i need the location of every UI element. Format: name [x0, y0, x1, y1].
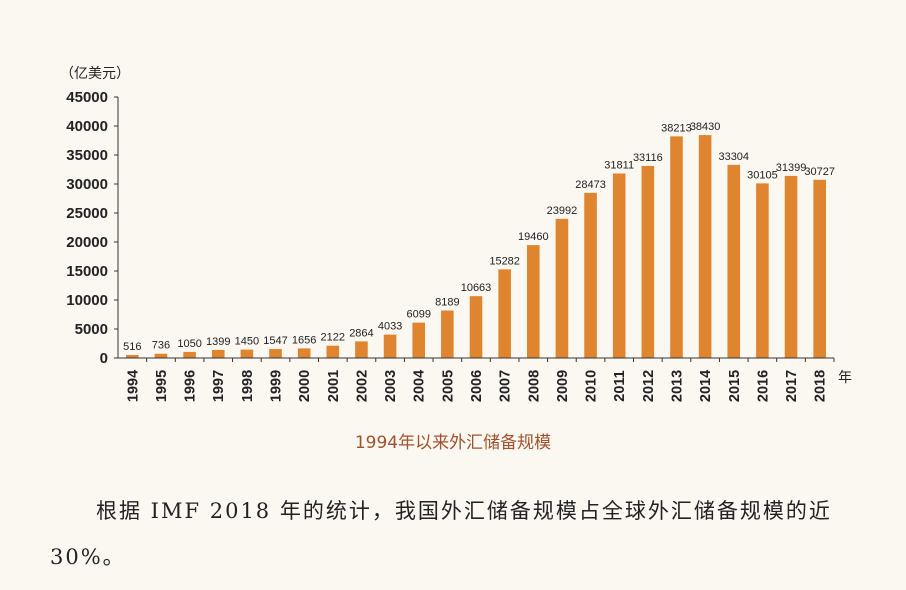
x-tick-label-2009: 2009: [555, 370, 571, 402]
x-axis-unit-label: 年: [838, 370, 852, 386]
bar-1995: [154, 353, 168, 358]
data-label-1994: 516: [123, 341, 141, 353]
x-tick-label-2010: 2010: [584, 370, 600, 402]
bar-2013: [670, 136, 683, 358]
x-tick-label-1996: 1996: [183, 370, 199, 402]
bar-chart: （亿美元） 0 5000 10000 15000 20000 25000 30000 3500…: [60, 66, 852, 402]
bar-2012: [641, 165, 655, 358]
x-tick-label-2006: 2006: [469, 370, 485, 402]
y-tick-label: 5000: [75, 321, 108, 338]
data-labels: 516 736 1050 1399 1450 1547 1656 2122 2864 4033 60…: [123, 121, 835, 353]
x-tick-label-2000: 2000: [297, 370, 313, 402]
data-label-2005: 8189: [435, 297, 459, 309]
data-label-2011: 31811: [604, 159, 634, 171]
data-label-2001: 2122: [321, 332, 345, 344]
data-label-2002: 2864: [349, 327, 373, 339]
x-tick-label-2001: 2001: [326, 370, 342, 402]
x-tick-label-1997: 1997: [211, 370, 227, 402]
bar-2000: [297, 348, 311, 358]
bars: [126, 135, 826, 358]
bar-2014: [698, 135, 712, 358]
data-label-1995: 736: [152, 340, 170, 352]
x-tick-label-1995: 1995: [154, 370, 170, 402]
bar-2015: [727, 164, 741, 358]
data-label-2013: 38213: [661, 122, 692, 134]
x-tick-label-2003: 2003: [383, 370, 399, 402]
bar-2001: [326, 345, 340, 358]
x-tick-label-2011: 2011: [612, 370, 628, 401]
data-label-2003: 4033: [378, 321, 402, 333]
x-tick-label-2013: 2013: [669, 370, 685, 402]
y-tick-label: 10000: [66, 292, 108, 309]
data-label-2008: 19460: [518, 231, 549, 243]
x-tick-label-2018: 2018: [813, 370, 829, 402]
y-tick-label: 30000: [66, 176, 108, 193]
data-label-2004: 6099: [406, 309, 430, 321]
x-axis-ticks: 1994 1995 1996 1997 1998 1999 2000 2001 2002 2003…: [125, 358, 835, 402]
y-tick-label: 45000: [66, 89, 108, 106]
data-label-1996: 1050: [177, 338, 201, 350]
x-tick-label-2005: 2005: [440, 370, 456, 402]
body-paragraph: 根据 IMF 2018 年的统计，我国外汇储备规模占全球外汇储备规模的近 30%…: [50, 499, 832, 569]
x-tick-label-2008: 2008: [526, 370, 542, 402]
x-tick-label-1999: 1999: [269, 370, 285, 402]
data-label-2010: 28473: [575, 179, 606, 191]
bar-2006: [469, 296, 483, 358]
data-label-2014: 38430: [690, 121, 721, 133]
x-tick-label-2002: 2002: [354, 370, 370, 402]
y-tick-label: 20000: [66, 234, 108, 251]
y-tick-label: 15000: [66, 263, 108, 280]
bar-2002: [355, 341, 368, 358]
bar-1997: [211, 349, 225, 358]
y-tick-label: 35000: [66, 147, 108, 164]
data-label-2015: 33304: [718, 151, 749, 163]
x-tick-label-2014: 2014: [698, 370, 714, 402]
data-label-2006: 10663: [461, 282, 492, 294]
data-label-2012: 33116: [633, 152, 663, 164]
x-tick-label-2016: 2016: [755, 370, 771, 402]
data-label-2018: 30727: [804, 166, 835, 178]
bar-2005: [441, 310, 454, 358]
data-label-2000: 1656: [292, 334, 316, 346]
x-tick-label-2017: 2017: [784, 370, 800, 402]
bar-2007: [498, 269, 511, 358]
x-tick-label-2007: 2007: [498, 370, 514, 402]
y-tick-label: 25000: [66, 205, 108, 222]
chart-caption: 1994年以来外汇储备规模: [354, 433, 552, 453]
bar-2004: [412, 322, 426, 358]
data-label-2009: 23992: [547, 205, 578, 217]
bar-1998: [240, 349, 254, 358]
data-label-2017: 31399: [776, 162, 807, 174]
bar-2016: [756, 183, 769, 358]
bar-2011: [612, 173, 626, 358]
bar-2003: [383, 334, 397, 358]
x-tick-label-1998: 1998: [240, 370, 256, 402]
bar-1994: [126, 355, 139, 358]
bar-2018: [813, 179, 826, 358]
data-label-1998: 1450: [235, 336, 259, 348]
data-label-1997: 1399: [206, 336, 230, 348]
y-tick-label: 0: [100, 350, 108, 367]
bar-2008: [526, 245, 540, 358]
y-axis-unit-label: （亿美元）: [60, 66, 130, 82]
bar-1996: [183, 351, 196, 358]
x-tick-label-2004: 2004: [412, 370, 428, 402]
y-tick-label: 40000: [66, 118, 108, 135]
data-label-1999: 1547: [263, 335, 287, 347]
bar-2009: [555, 218, 569, 358]
bar-2010: [584, 192, 597, 358]
bar-2017: [784, 175, 798, 358]
bar-1999: [269, 349, 282, 358]
x-tick-label-1994: 1994: [125, 370, 141, 402]
y-axis-ticks: 0 5000 10000 15000 20000 25000 30000 35000 40000…: [66, 89, 118, 367]
x-tick-label-2012: 2012: [641, 370, 657, 402]
data-label-2007: 15282: [489, 255, 520, 267]
x-tick-label-2015: 2015: [727, 370, 743, 402]
data-label-2016: 30105: [747, 169, 778, 181]
